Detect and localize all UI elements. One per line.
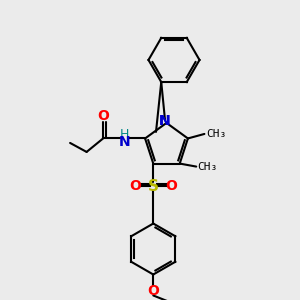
Text: H: H bbox=[119, 128, 129, 141]
Text: O: O bbox=[147, 284, 159, 298]
Text: O: O bbox=[165, 179, 177, 193]
Text: S: S bbox=[148, 178, 159, 194]
Text: O: O bbox=[97, 109, 109, 123]
Text: O: O bbox=[129, 179, 141, 193]
Text: N: N bbox=[159, 114, 171, 128]
Text: CH₃: CH₃ bbox=[198, 162, 218, 172]
Text: CH₃: CH₃ bbox=[206, 129, 226, 139]
Text: N: N bbox=[118, 135, 130, 149]
Text: N: N bbox=[159, 114, 171, 128]
